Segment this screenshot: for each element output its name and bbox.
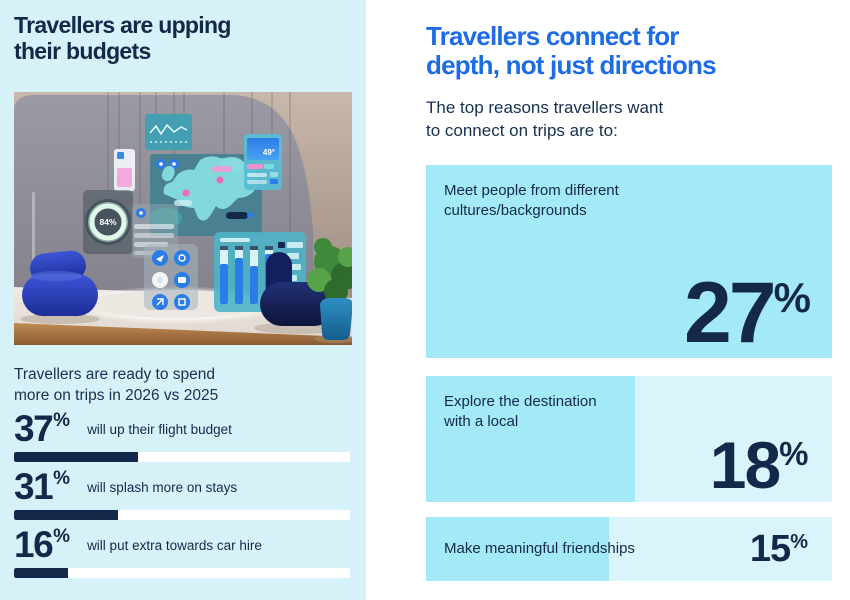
reason-label-line1: Explore the destination <box>444 393 597 410</box>
progress-bar-fill <box>14 452 139 462</box>
stat-head: 31% will splash more on stays <box>14 465 350 508</box>
navy-lounge <box>254 252 342 334</box>
reason-value: 15% <box>750 530 808 568</box>
icon-grid-panel <box>144 244 198 310</box>
hero-illustration: 49° 84% <box>14 92 352 345</box>
reason-number: 27 <box>683 265 777 358</box>
connect-heading-line1: Travellers connect for <box>426 21 679 51</box>
reason-label-line2: cultures/backgrounds <box>444 202 587 219</box>
budget-subheading-line1: Travellers are ready to spend <box>14 366 216 383</box>
stat-value: 37% <box>14 407 71 449</box>
connect-heading: Travellers connect for depth, not just d… <box>426 22 836 80</box>
reason-card-local: Explore the destination with a local 18% <box>426 376 832 502</box>
stat-label: will put extra towards car hire <box>87 538 262 553</box>
reason-label-line2: with a local <box>444 413 519 430</box>
stat-number: 31 <box>14 465 54 507</box>
percent-sign: % <box>773 274 811 321</box>
app-icons <box>152 250 190 310</box>
progress-bar-track <box>14 452 350 462</box>
pink-card <box>114 149 135 191</box>
reason-value: 18% <box>709 428 809 502</box>
stat-label: will up their flight budget <box>87 422 232 437</box>
reason-number: 18 <box>709 428 781 502</box>
budget-subheading-line2: more on trips in 2026 vs 2025 <box>14 387 219 404</box>
stat-flight-budget: 37% will up their flight budget <box>14 407 350 462</box>
stat-stays: 31% will splash more on stays <box>14 465 350 520</box>
percent-sign: % <box>53 467 71 489</box>
reason-label-line1: Meet people from different <box>444 182 619 199</box>
reason-value: 27% <box>683 265 811 358</box>
percent-sign: % <box>53 409 71 431</box>
gauge-panel: 84% <box>83 190 133 254</box>
connect-subheading: The top reasons travellers want to conne… <box>426 96 836 142</box>
potted-plant <box>307 238 352 343</box>
budget-heading-line2: their budgets <box>14 38 151 64</box>
connect-heading-line2: depth, not just directions <box>426 50 717 80</box>
stat-number: 16 <box>14 523 54 565</box>
percent-sign: % <box>779 435 808 472</box>
mini-chart-panel <box>145 114 192 150</box>
budget-subheading: Travellers are ready to spend more on tr… <box>14 364 354 406</box>
card-highlight-region <box>426 517 609 581</box>
reason-card-cultures: Meet people from different cultures/back… <box>426 165 832 358</box>
gauge-value-text: 84% <box>99 217 116 227</box>
wood-floor <box>14 323 352 345</box>
armchair <box>20 250 100 324</box>
connect-subheading-line2: to connect on trips are to: <box>426 121 618 140</box>
progress-bar-fill <box>14 568 68 578</box>
progress-bar-fill <box>14 510 119 520</box>
percent-sign: % <box>790 531 808 553</box>
card-highlight-region <box>426 376 636 502</box>
stat-number: 37 <box>14 407 54 449</box>
progress-bar-track <box>14 568 350 578</box>
reason-label-line1: Make meaningful friendships <box>444 540 635 557</box>
budget-heading-line1: Travellers are upping <box>14 12 231 38</box>
weather-temp-text: 49° <box>263 148 275 157</box>
stat-head: 16% will put extra towards car hire <box>14 523 350 566</box>
reason-number: 15 <box>749 528 791 570</box>
stat-head: 37% will up their flight budget <box>14 407 350 450</box>
reason-label: Meet people from different cultures/back… <box>444 181 619 221</box>
stat-label: will splash more on stays <box>87 480 238 495</box>
percent-sign: % <box>53 525 71 547</box>
budget-heading: Travellers are upping their budgets <box>14 12 354 64</box>
europe-map-panel <box>150 154 262 236</box>
progress-bar-track <box>14 510 350 520</box>
reason-label: Explore the destination with a local <box>444 392 597 432</box>
stat-value: 16% <box>14 523 71 565</box>
weather-card: 49° <box>244 134 282 190</box>
reason-card-friendships: Make meaningful friendships 15% <box>426 517 832 581</box>
stat-car-hire: 16% will put extra towards car hire <box>14 523 350 578</box>
reason-label: Make meaningful friendships <box>444 539 635 559</box>
hero-image: 49° 84% <box>14 92 352 345</box>
budget-panel: Travellers are upping their budgets <box>0 0 366 600</box>
stat-value: 31% <box>14 465 71 507</box>
connect-panel: Travellers connect for depth, not just d… <box>366 0 850 600</box>
connect-subheading-line1: The top reasons travellers want <box>426 98 664 117</box>
